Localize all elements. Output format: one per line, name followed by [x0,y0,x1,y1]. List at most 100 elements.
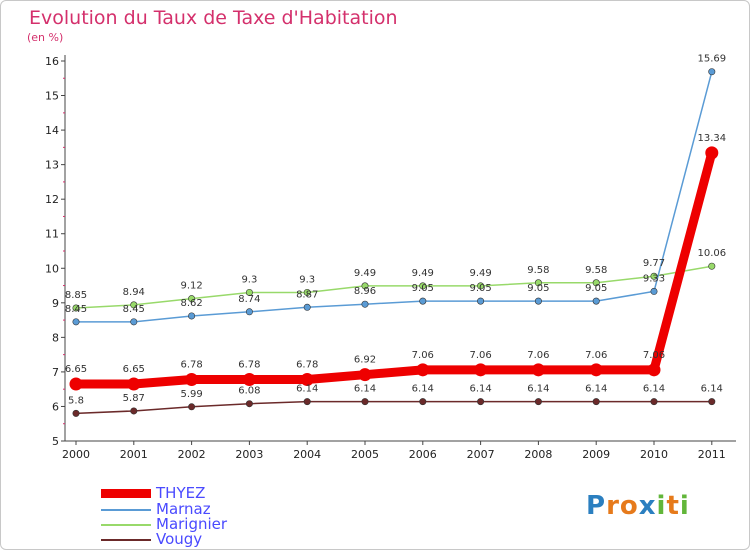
data-label-marnaz: 8.45 [65,304,87,315]
data-label-thyez: 6.78 [238,360,260,371]
logo-letter: i [656,491,667,521]
y-tick-label: 12 [45,193,59,206]
chart-title: Evolution du Taux de Taxe d'Habitation [29,7,398,29]
data-label-vougy: 6.14 [469,384,491,395]
data-label-marignier: 9.3 [299,274,315,285]
data-label-vougy: 6.08 [238,386,260,397]
data-point-marignier [534,279,542,287]
y-tick-label: 8 [52,331,59,344]
data-label-marnaz: 9.33 [643,273,665,284]
data-label-marignier: 9.49 [354,268,376,279]
data-label-thyez: 7.06 [527,350,549,361]
data-point-thyez [416,363,430,377]
data-point-vougy [72,409,80,417]
data-label-marnaz: 8.87 [296,289,318,300]
data-label-marnaz: 8.62 [180,298,202,309]
logo-letter: i [679,491,690,521]
data-point-vougy [303,398,311,406]
legend-label-thyez: THYEZ [156,484,206,502]
legend-label-vougy: Vougy [156,530,203,548]
data-label-vougy: 6.14 [412,384,434,395]
logo-letter: o [619,491,639,521]
data-label-vougy: 6.14 [527,384,549,395]
data-label-marignier: 9.58 [585,265,607,276]
y-tick-label: 7 [52,366,59,379]
data-point-vougy [592,398,600,406]
x-tick-label: 2007 [467,448,495,461]
data-label-thyez: 6.65 [65,364,87,375]
data-point-marnaz [188,312,196,320]
y-tick-label: 15 [45,90,59,103]
data-point-marnaz [130,318,138,326]
data-point-marignier [303,288,311,296]
y-tick-label: 13 [45,159,59,172]
y-tick-label: 6 [52,400,59,413]
x-tick-label: 2005 [351,448,379,461]
data-point-marignier [130,301,138,309]
data-label-vougy: 5.8 [68,395,84,406]
data-label-vougy: 6.14 [643,384,665,395]
data-point-marignier [245,288,253,296]
data-point-thyez [474,363,488,377]
data-point-vougy [130,407,138,415]
data-point-marignier [419,282,427,290]
data-point-marignier [477,282,485,290]
data-label-vougy: 6.14 [585,384,607,395]
data-point-marnaz [361,300,369,308]
data-label-marnaz: 8.45 [123,304,145,315]
data-point-marignier [650,272,658,280]
y-tick-label: 14 [45,124,59,137]
y-tick-label: 16 [45,55,59,68]
data-label-vougy: 5.87 [123,393,145,404]
data-label-marignier: 10.06 [697,248,726,259]
data-label-marignier: 9.12 [180,281,202,292]
legend-item-vougy: Vougy [101,530,301,548]
data-label-marnaz: 9.05 [527,283,549,294]
legend-swatch-marignier [101,524,151,526]
data-point-marnaz [477,297,485,305]
data-point-vougy [188,403,196,411]
data-label-vougy: 5.99 [180,389,202,400]
logo-letter: x [638,491,657,521]
data-label-marnaz: 9.05 [412,283,434,294]
x-tick-label: 2010 [640,448,668,461]
data-point-thyez [358,368,372,382]
data-label-marignier: 9.49 [469,268,491,279]
data-label-thyez: 13.34 [697,133,726,144]
legend-label-marnaz: Marnaz [156,500,211,518]
data-point-thyez [300,373,314,387]
y-tick-label: 11 [45,228,59,241]
data-point-thyez [531,363,545,377]
data-label-marnaz: 15.69 [697,54,726,65]
x-tick-label: 2009 [582,448,610,461]
data-point-thyez [589,363,603,377]
data-point-vougy [245,400,253,408]
data-label-marignier: 9.77 [643,258,665,269]
logo-letter: r [606,491,620,521]
data-label-vougy: 6.14 [296,384,318,395]
x-tick-label: 2002 [178,448,206,461]
data-label-vougy: 6.14 [354,384,376,395]
data-label-marnaz: 9.05 [469,283,491,294]
x-tick-label: 2011 [698,448,726,461]
legend-swatch-thyez [101,489,151,498]
data-point-marignier [361,282,369,290]
data-point-marnaz [72,318,80,326]
data-label-thyez: 6.78 [180,360,202,371]
data-point-thyez [242,373,256,387]
data-point-vougy [708,398,716,406]
y-tick-label: 10 [45,262,59,275]
data-label-marignier: 8.85 [65,290,87,301]
x-tick-label: 2003 [235,448,263,461]
data-point-marnaz [708,68,716,76]
data-point-vougy [419,398,427,406]
logo-letter: P [586,491,607,521]
proxiti-logo: Proxiti [586,491,690,521]
logo-letter: t [666,491,680,521]
data-label-thyez: 6.65 [123,364,145,375]
series-line-vougy [75,400,713,415]
data-label-thyez: 6.78 [296,360,318,371]
data-label-marnaz: 9.05 [585,283,607,294]
